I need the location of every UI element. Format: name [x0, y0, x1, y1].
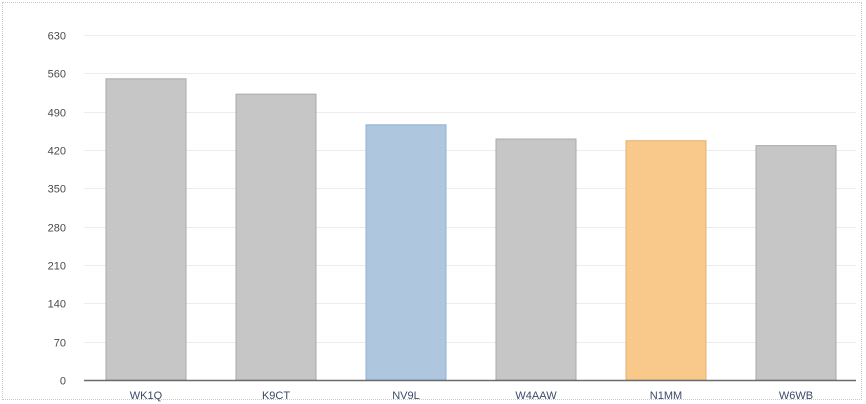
bar-n1mm[interactable]: [625, 140, 707, 381]
y-tick-label: 420: [48, 146, 66, 158]
bar-w6wb[interactable]: [755, 145, 837, 381]
y-tick-label: 560: [48, 69, 66, 81]
x-tick-label: WK1Q: [130, 390, 163, 402]
bars: [105, 78, 837, 381]
grid-lines: [84, 35, 856, 343]
x-tick-label: N1MM: [650, 390, 682, 402]
bar-nv9l[interactable]: [365, 124, 447, 381]
x-tick-label: NV9L: [392, 390, 420, 402]
y-tick-label: 210: [48, 261, 66, 273]
y-tick-label: 630: [48, 31, 66, 43]
y-tick-label: 490: [48, 108, 66, 120]
y-tick-label: 0: [60, 376, 66, 388]
tick-labels: 0 70 140 210 280 350 420 490 560 630 WK1Q K9CT NV9L W…: [48, 31, 813, 403]
y-tick-label: 70: [54, 338, 66, 350]
bar-k9ct[interactable]: [235, 93, 317, 381]
bar-w4aaw[interactable]: [495, 138, 577, 381]
y-tick-label: 280: [48, 223, 66, 235]
chart-frame: [2, 2, 862, 400]
x-tick-label: K9CT: [262, 390, 290, 402]
y-tick-label: 140: [48, 299, 66, 311]
x-tick-label: W6WB: [779, 390, 813, 402]
y-tick-label: 350: [48, 184, 66, 196]
bar-wk1q[interactable]: [105, 78, 187, 381]
x-tick-label: W4AAW: [515, 390, 557, 402]
